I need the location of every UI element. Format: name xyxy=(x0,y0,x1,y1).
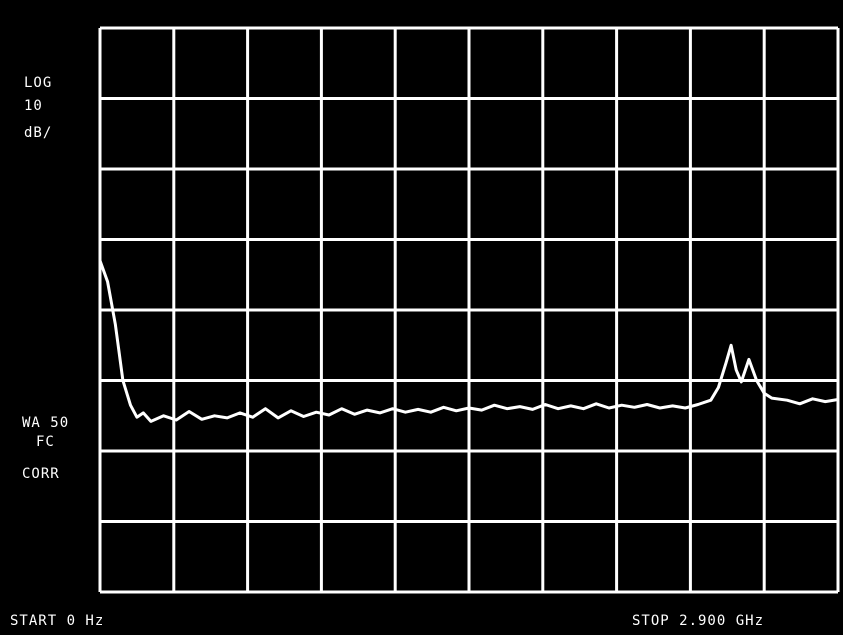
fc-label: FC xyxy=(36,434,55,450)
correction-label: CORR xyxy=(22,466,60,482)
graticule xyxy=(98,26,840,594)
bandwidth-label: WA 50 xyxy=(22,415,70,431)
stop-frequency-label: STOP 2.900 GHz xyxy=(632,613,765,629)
scale-type-label: LOG xyxy=(24,75,53,91)
scale-value-label: 10 xyxy=(24,98,43,114)
spectrum-trace xyxy=(98,259,840,423)
scale-unit-label: dB/ xyxy=(24,125,53,141)
start-frequency-label: START 0 Hz xyxy=(10,613,105,629)
